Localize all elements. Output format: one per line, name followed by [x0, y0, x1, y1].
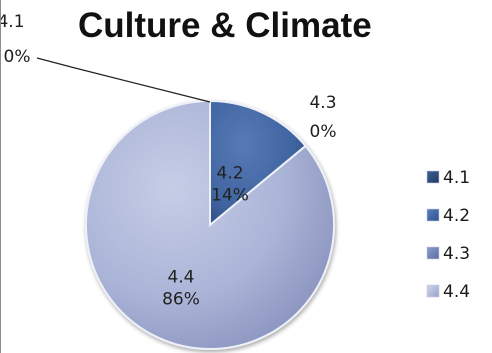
- data-label-4-4-category: 4.4: [167, 268, 194, 288]
- chart-title: Culture & Climate: [78, 6, 372, 45]
- legend-swatch-4-3: [426, 246, 440, 260]
- legend-swatch-4-2: [426, 208, 440, 222]
- pie-slice-4-2: [209, 99, 307, 228]
- data-label-4-4-value: 86%: [162, 290, 200, 310]
- legend-label-4-4: 4.4: [443, 282, 470, 302]
- data-labels: 4.214% 4.486% 4.1 0% 4.3 0%: [1, 12, 337, 310]
- pie-slices: [85, 99, 335, 350]
- legend-label-4-1: 4.1: [443, 168, 470, 188]
- data-label-4-3-category: 4.3: [309, 93, 336, 113]
- data-label-4-3-value: 0%: [310, 122, 337, 142]
- data-label-4-1-category: 4.1: [1, 12, 25, 32]
- legend-swatch-4-4: [426, 284, 440, 298]
- leader-line-4-1: [36, 57, 211, 103]
- data-label-4-1-value: 0%: [4, 47, 31, 67]
- data-label-4-2-category: 4.2: [217, 163, 244, 183]
- legend-swatch-4-1: [426, 170, 440, 184]
- pie-slice-4-4: [85, 99, 335, 350]
- legend-label-4-3: 4.3: [443, 244, 470, 264]
- data-label-4-2-value: 14%: [211, 185, 249, 205]
- legend: 4.1 4.2 4.3 4.4: [426, 168, 470, 302]
- legend-label-4-2: 4.2: [443, 206, 470, 226]
